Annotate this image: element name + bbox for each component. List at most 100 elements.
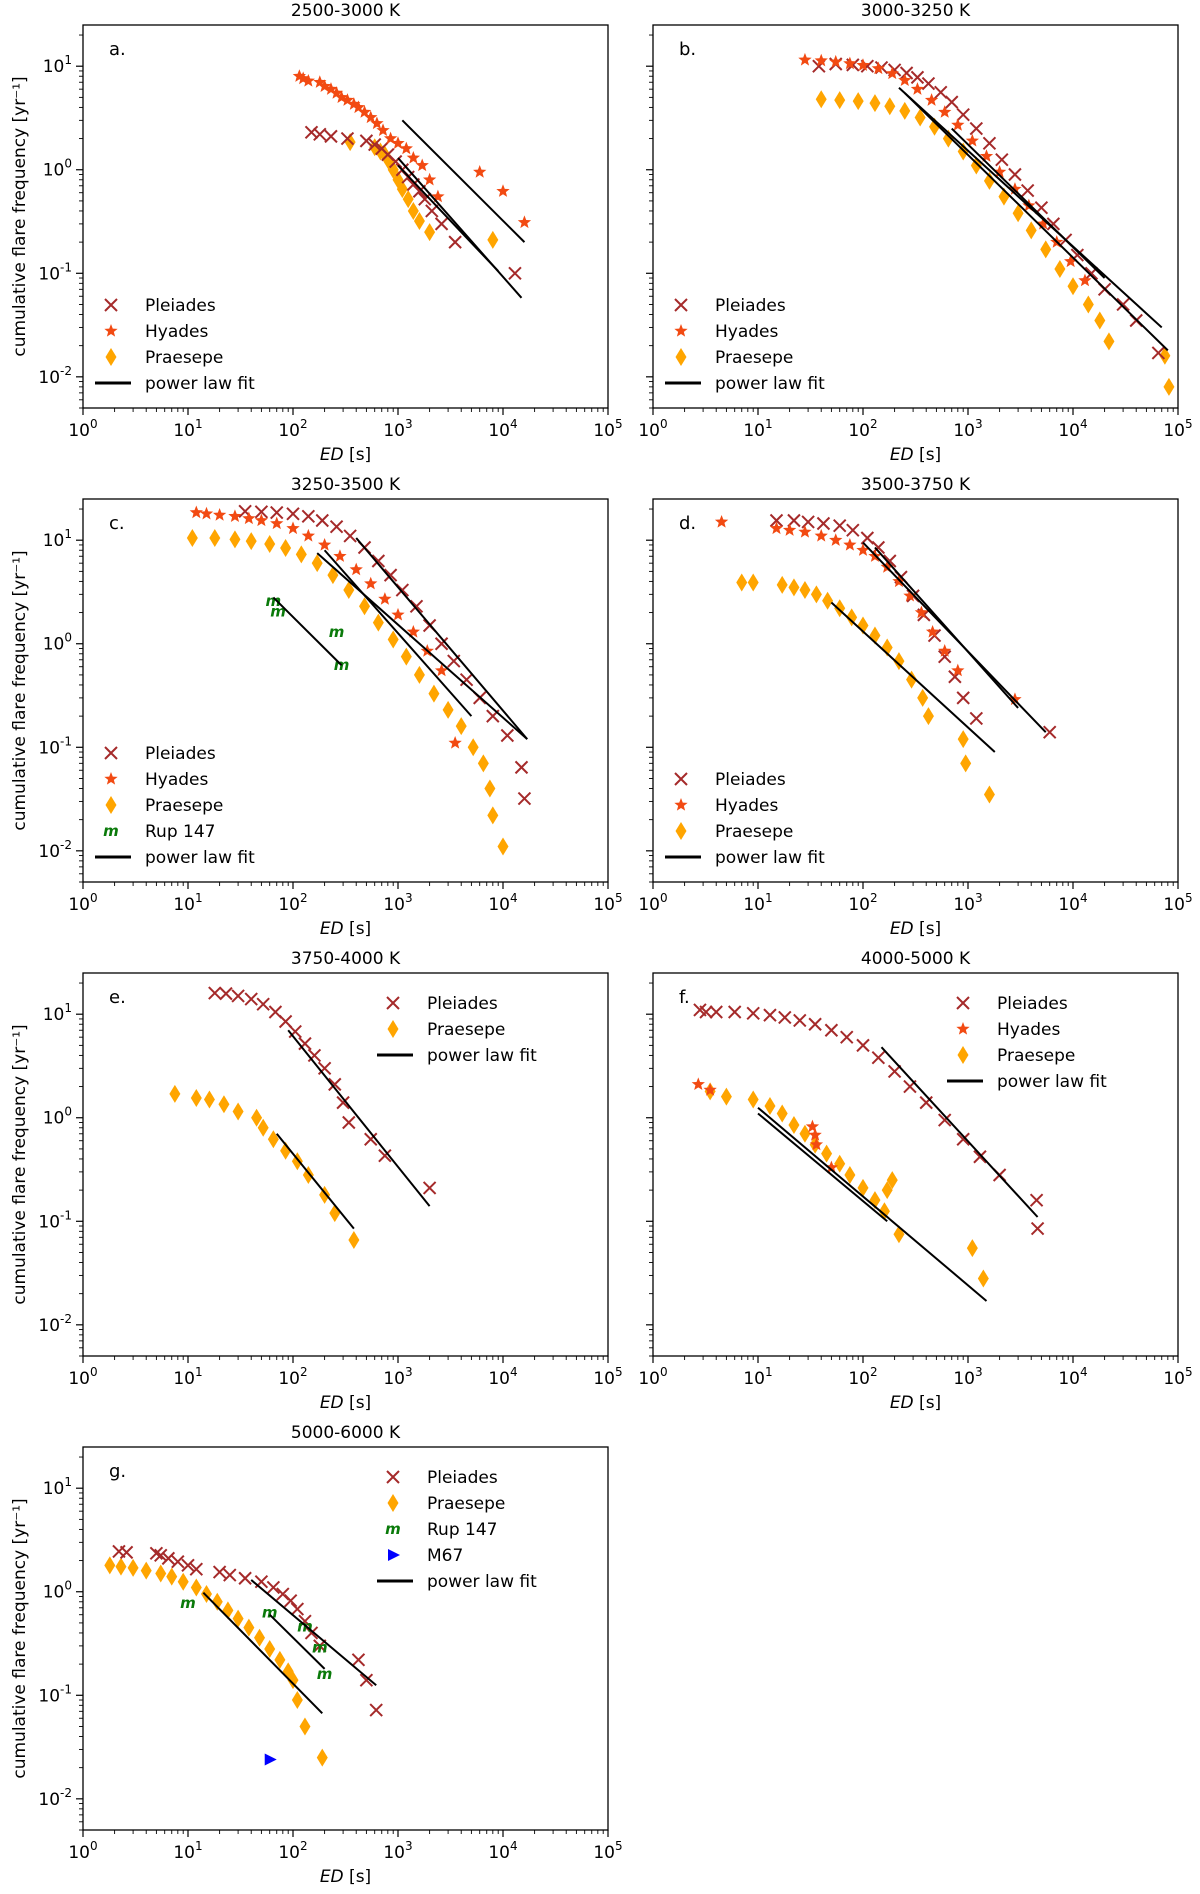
series-pleiades — [693, 1003, 1045, 1236]
x-tick-label: 102 — [278, 417, 307, 441]
data-point — [747, 573, 759, 592]
data-point — [209, 529, 221, 548]
data-point — [846, 608, 858, 627]
data-point — [871, 1051, 886, 1065]
legend-label: Hyades — [145, 770, 209, 790]
legend-marker — [956, 996, 970, 1010]
y-tick-label: 100 — [43, 1579, 72, 1603]
data-point — [1046, 217, 1061, 231]
series-pleiades — [769, 513, 1057, 739]
x-tick-label: 102 — [848, 891, 877, 915]
data-point — [287, 1671, 299, 1690]
legend-label: Praesepe — [145, 348, 223, 368]
data-point — [418, 192, 432, 206]
data-point — [720, 1087, 732, 1106]
data-point — [343, 581, 355, 600]
data-point — [856, 1038, 870, 1053]
legend-label: power law fit — [427, 1046, 537, 1066]
data-point — [267, 1130, 279, 1149]
data-point — [934, 85, 948, 99]
data-point — [844, 1165, 856, 1184]
data-point — [769, 521, 784, 535]
data-point — [1064, 254, 1078, 268]
data-point — [383, 131, 398, 145]
x-tick-label: 101 — [173, 891, 202, 915]
data-point — [364, 110, 378, 124]
data-point — [378, 592, 392, 605]
data-point — [378, 1148, 392, 1163]
data-point — [960, 754, 972, 773]
plot-area — [292, 69, 532, 299]
data-point — [333, 549, 347, 562]
legend: Pleiades Hyades Praesepe power law fit — [947, 994, 1107, 1092]
series-hyades — [292, 69, 532, 229]
data-point — [517, 215, 532, 229]
data-point — [189, 1562, 204, 1576]
data-point — [798, 52, 812, 66]
data-point: m — [317, 1665, 333, 1683]
x-tick-label: 104 — [488, 1839, 517, 1863]
data-point — [301, 509, 316, 524]
data-point — [251, 1108, 263, 1127]
data-point — [434, 637, 449, 651]
legend-label: M67 — [427, 1546, 463, 1566]
data-point — [189, 505, 203, 519]
y-tick-label: 10-2 — [38, 364, 72, 388]
data-point — [763, 1008, 777, 1022]
data-point — [709, 1005, 723, 1019]
data-point — [402, 190, 414, 209]
legend-label: power law fit — [427, 1572, 537, 1592]
data-point — [983, 171, 995, 190]
data-point — [914, 108, 926, 127]
data-point — [801, 515, 815, 529]
legend-marker — [674, 324, 688, 337]
data-point — [127, 1558, 139, 1577]
axes-frame — [82, 24, 609, 409]
data-point — [359, 134, 374, 148]
data-point — [232, 1102, 244, 1121]
data-point — [442, 700, 454, 719]
x-tick-label: 101 — [743, 417, 772, 441]
power-law-fit-line — [904, 92, 1169, 352]
x-axis-label: ED [s] — [890, 445, 941, 465]
data-point — [286, 521, 300, 535]
data-point — [286, 507, 300, 521]
legend: Pleiades Hyades Praesepe power law fit — [95, 296, 255, 394]
data-point — [937, 649, 952, 664]
panel-title: 2500-3000 K — [291, 1, 401, 21]
legend-marker — [386, 1470, 400, 1484]
data-point — [317, 79, 332, 92]
y-tick-label: 101 — [43, 527, 72, 551]
data-point — [517, 791, 532, 806]
y-tick-label: 101 — [43, 1475, 72, 1499]
series-hyades — [189, 505, 462, 749]
data-point — [422, 172, 437, 186]
x-tick-label: 105 — [1163, 1365, 1192, 1389]
data-point — [956, 1132, 970, 1146]
legend-marker — [387, 1020, 399, 1038]
data-point: m — [266, 592, 282, 610]
legend-marker — [674, 772, 688, 786]
data-point — [1094, 311, 1106, 330]
legend-label: Hyades — [715, 322, 779, 342]
y-tick-label: 10-1 — [38, 1682, 72, 1706]
data-point — [816, 516, 831, 531]
legend: Pleiades Hyades Praesepe power law fit — [665, 296, 825, 394]
plot-area — [798, 52, 1175, 396]
panel-d: 3500-3750 K 100 101 102 103 104 105 ED [s] d. Ple… — [638, 475, 1192, 939]
power-law-fit-line — [250, 1579, 377, 1687]
data-point — [283, 1593, 298, 1608]
data-point — [383, 568, 398, 582]
data-point — [898, 73, 912, 87]
data-point — [264, 1753, 277, 1766]
data-point — [313, 75, 327, 88]
panel-label: g. — [109, 1461, 126, 1482]
data-point — [910, 82, 925, 95]
legend-marker — [105, 796, 117, 814]
data-point — [270, 516, 284, 530]
panel-e: 3750-4000 K 100 101 102 103 104 105 10-2 10-1 100… — [10, 949, 623, 1413]
panel-label: c. — [109, 513, 125, 534]
x-axis-label: ED [s] — [890, 1393, 941, 1413]
data-point — [357, 105, 372, 118]
y-tick-label: 101 — [43, 53, 72, 77]
